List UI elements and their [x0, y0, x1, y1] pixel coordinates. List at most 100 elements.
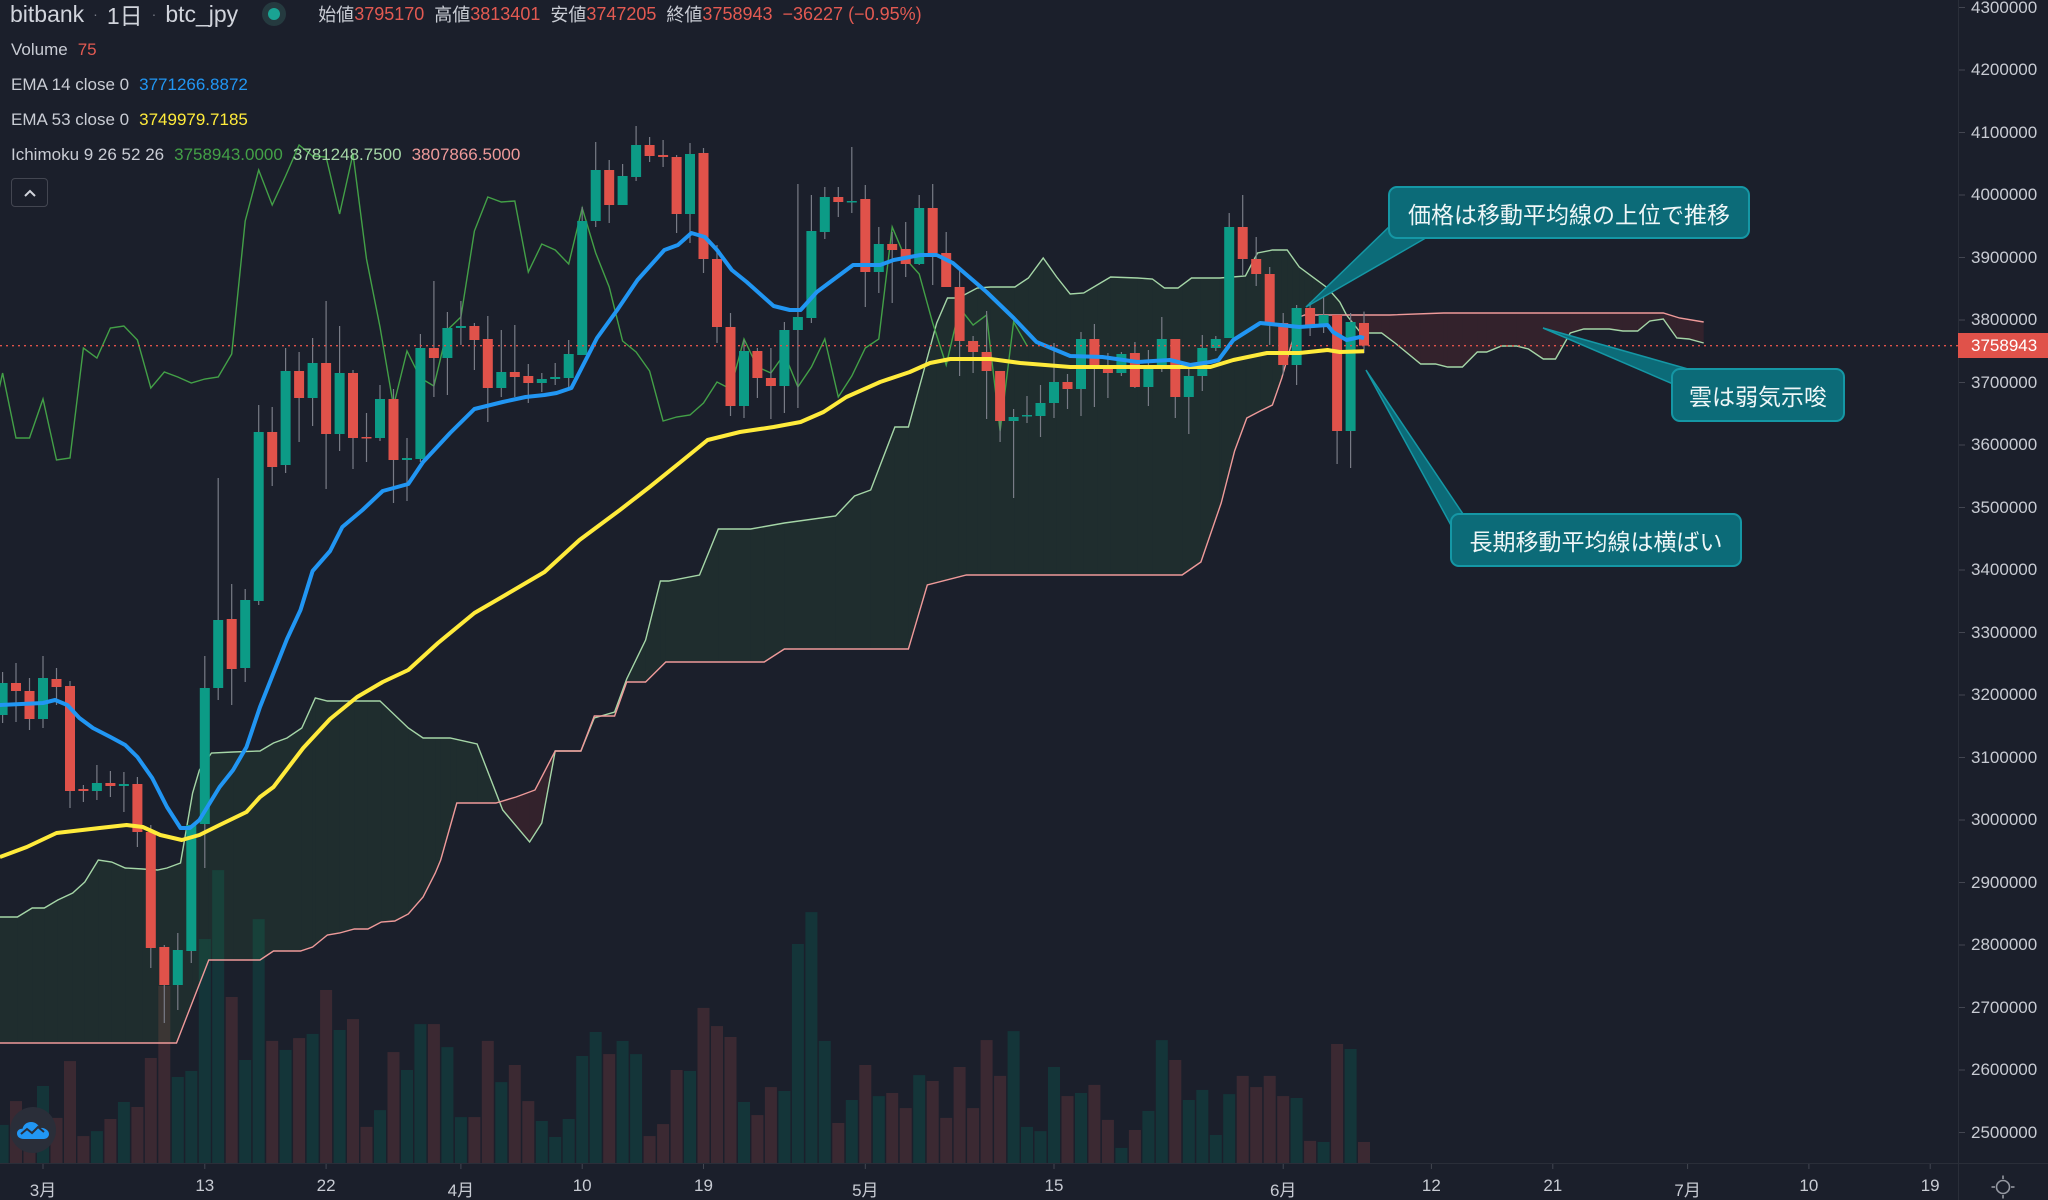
collapse-legend-button[interactable]	[11, 178, 48, 207]
candle	[536, 373, 547, 392]
time-axis-label: 19	[1920, 1176, 1940, 1195]
volume-bar	[468, 1117, 481, 1163]
cloud-segment	[835, 496, 855, 649]
cloud-segment	[1164, 288, 1178, 575]
price-axis-label: 2900000	[1971, 872, 2038, 892]
cloud-segment	[1137, 278, 1153, 575]
volume-bar	[643, 1136, 656, 1163]
cloud-segment	[233, 751, 260, 960]
price-change: −36227 (−0.95%)	[782, 3, 922, 24]
tradingview-logo[interactable]	[10, 1107, 56, 1153]
cloud-segment	[1200, 278, 1220, 562]
cloud-segment	[1486, 313, 1502, 352]
candle	[1008, 409, 1019, 498]
volume-bar	[64, 1061, 76, 1163]
price-axis-label: 2700000	[1971, 997, 2038, 1017]
cloud-segment	[260, 743, 274, 960]
legend-ichimoku[interactable]: Ichimoku 9 26 52 26 3758943.0000 3781248…	[11, 144, 520, 166]
cloud-segment	[1043, 258, 1057, 575]
interval-label[interactable]: 1日	[106, 3, 143, 29]
time-axis-label: 21	[1543, 1176, 1563, 1195]
cloud-segment	[72, 882, 85, 1043]
candlesticks	[0, 126, 1369, 1023]
gear-icon[interactable]	[1990, 1174, 2016, 1200]
cloud-segment	[1152, 279, 1165, 575]
candle	[927, 184, 938, 285]
price-axis-label: 3200000	[1971, 685, 2038, 704]
cloud-segment	[1637, 313, 1650, 331]
candle	[428, 281, 439, 397]
volume-bar	[158, 986, 171, 1163]
volume-bar	[967, 1108, 980, 1163]
volume-bar	[1223, 1094, 1236, 1163]
annotation-cloud-bearish[interactable]: 雲は弱気示唆	[1671, 368, 1845, 422]
annotation-long-ma-flat[interactable]: 長期移動平均線は横ばい	[1450, 513, 1742, 567]
price-axis-label: 3300000	[1971, 622, 2038, 642]
price-axis-label: 3600000	[1971, 435, 2038, 454]
price-axis-label: 3400000	[1971, 560, 2038, 579]
candle	[455, 301, 466, 345]
volume-bar	[1169, 1060, 1182, 1163]
volume-bar	[791, 944, 804, 1163]
cloud-segment	[1056, 277, 1071, 575]
candle	[563, 340, 574, 388]
candle	[806, 195, 817, 323]
cloud-segment	[1246, 253, 1258, 418]
cloud-segment	[300, 728, 302, 951]
cloud-segment	[1420, 313, 1436, 364]
candle	[752, 348, 763, 398]
legend-volume[interactable]: Volume 75	[11, 39, 97, 61]
legend-ema14[interactable]: EMA 14 close 0 3771266.8872	[11, 74, 248, 96]
candle	[685, 143, 695, 243]
cloud-segment	[312, 698, 316, 947]
candle	[900, 222, 911, 277]
ichimoku-lagging-span	[0, 143, 1028, 461]
cloud-segment	[764, 523, 785, 662]
cloud-segment	[1663, 313, 1677, 338]
candle	[1251, 237, 1262, 286]
volume-bar	[185, 1070, 198, 1163]
legend-volume-value: 75	[77, 40, 97, 59]
cloud-segment	[339, 701, 355, 933]
cloud-segment	[1609, 313, 1623, 331]
separator-dot: ·	[93, 6, 98, 22]
time-axis-label: 13	[195, 1176, 215, 1195]
candle	[617, 164, 628, 205]
cloud-segment	[125, 868, 143, 1043]
symbol-label[interactable]: btc_jpy	[165, 0, 239, 27]
cloud-segment	[381, 702, 395, 922]
candle	[604, 160, 615, 223]
candle	[779, 322, 790, 413]
cloud-segment	[408, 728, 424, 914]
candle	[1345, 313, 1356, 468]
cloud-segment	[718, 529, 751, 662]
time-axis-label: 10	[572, 1176, 592, 1195]
annotation-price-above-ma[interactable]: 価格は移動平均線の上位で推移	[1388, 186, 1750, 239]
cloud-segment	[990, 287, 1015, 575]
volume-bar	[913, 1075, 926, 1163]
candle	[118, 772, 129, 812]
candle	[819, 187, 830, 239]
exchange-name[interactable]: bitbank	[10, 0, 85, 27]
price-axis-label: 4000000	[1971, 185, 2038, 204]
candle	[388, 389, 399, 503]
time-axis-ticks	[42, 1164, 1931, 1169]
cloud-segment	[668, 575, 700, 662]
volume-bar	[212, 870, 225, 1163]
candle	[739, 340, 749, 418]
cloud-segment	[1443, 313, 1448, 367]
volume-bar	[1142, 1110, 1155, 1163]
volume-bar	[994, 1075, 1007, 1163]
legend-ema53[interactable]: EMA 53 close 0 3749979.7185	[11, 109, 248, 131]
cloud-segment	[0, 917, 18, 1043]
candle	[1116, 352, 1127, 376]
cloud-segment	[660, 581, 666, 668]
volume-bar	[1263, 1075, 1276, 1163]
volume-bar	[387, 1052, 400, 1163]
cloud-chart-logo-icon	[17, 1122, 49, 1139]
candle	[65, 681, 75, 808]
candle	[361, 413, 372, 462]
candle	[725, 313, 736, 416]
cloud-segment	[315, 698, 328, 945]
